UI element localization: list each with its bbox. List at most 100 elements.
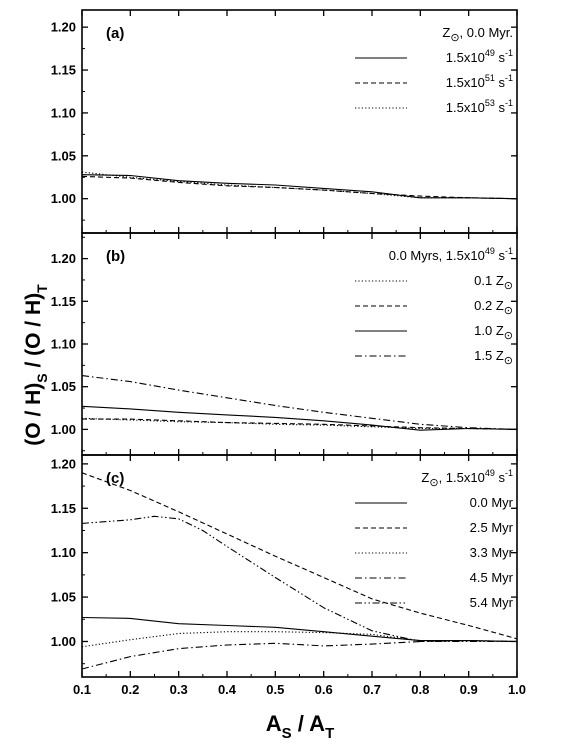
panel-label: (b): [106, 248, 125, 265]
panel-frame: [81, 454, 518, 678]
series-line-b-2: [82, 418, 518, 430]
legend-item-exponent: 53: [485, 98, 495, 108]
legend-item-label: 1.5 Z⊙: [474, 348, 513, 367]
legend-title-text: Z: [421, 470, 429, 485]
legend-title: Z⊙, 0.0 Myr.: [442, 25, 513, 44]
x-tick-label: 1.0: [508, 682, 526, 697]
legend-title-unit: s: [495, 248, 506, 263]
panel-a: 1.00 1.05 1.10 1.15 1.20 (a) Z⊙, 0.0 Myr. 1.5x1…: [51, 9, 518, 234]
legend-item-unit: s: [495, 75, 506, 90]
x-tick-label: 0.9: [460, 682, 478, 697]
legend-title-text-2: , 1.5x10: [439, 470, 485, 485]
legend-item-label: 2.5 Myr: [470, 520, 514, 535]
legend-item-label: 0.0 Myr: [470, 495, 514, 510]
legend-item-text: 2.5 Myr: [470, 520, 514, 535]
y-axis-title: (O / H)S / (O / H)T: [22, 284, 50, 446]
y-tick-label: 1.20: [51, 251, 76, 266]
x-tick-label: 0.2: [121, 682, 139, 697]
legend-item-label: 1.5x1051 s-1: [446, 73, 513, 90]
series-line-a-1: [81, 174, 518, 200]
legend-title-unit-exponent: -1: [505, 468, 513, 478]
legend-title-unit-exponent: -1: [505, 246, 513, 256]
legend-item-unit-exponent: -1: [505, 73, 513, 83]
legend-title-sun-symbol: ⊙: [450, 32, 459, 44]
y-tick-label: 1.15: [51, 63, 76, 78]
legend-item-text: 1.5 Z: [474, 348, 504, 363]
legend-title-unit: s: [495, 470, 506, 485]
legend-title-exponent: 49: [485, 468, 495, 478]
legend-item-exponent: 49: [485, 48, 495, 58]
x-tick-label: 0.1: [73, 682, 91, 697]
legend-item-text: 0.1 Z: [474, 273, 504, 288]
legend: Z⊙, 1.5x1049 s-1 0.0 Myr 2.5 Myr 3.3 Myr 4.5…: [355, 468, 514, 610]
legend-item-unit-exponent: -1: [505, 48, 513, 58]
legend-item-unit-exponent: -1: [505, 98, 513, 108]
legend-item-text: 1.5x10: [446, 50, 485, 65]
legend: 0.0 Myrs, 1.5x1049 s-10.1 Z⊙0.2 Z⊙1.0 Z⊙…: [355, 246, 513, 367]
legend-item-text: 1.5x10: [446, 100, 485, 115]
y-tick-label: 1.05: [51, 148, 76, 163]
legend-title-text: 0.0 Myrs, 1.5x10: [389, 248, 485, 263]
panel-c: 1.00 1.05 1.10 1.15 1.20 0.1 0.2 0.3 0.4 0.5 0.6 0.…: [51, 454, 526, 697]
series-line-b-3: [81, 405, 518, 431]
legend-item-sun-symbol: ⊙: [504, 305, 513, 317]
legend-item-label: 5.4 Myr: [470, 595, 514, 610]
legend-item-label: 1.5x1053 s-1: [446, 98, 513, 115]
y-tick-label: 1.05: [51, 379, 76, 394]
legend-item-label: 1.5x1049 s-1: [446, 48, 513, 65]
series-line-c-5: [81, 515, 517, 643]
legend-item-unit: s: [495, 50, 506, 65]
x-axis-title-mid: / A: [292, 711, 326, 736]
legend-item-text: 3.3 Myr: [470, 545, 514, 560]
series-line-a-2: [81, 175, 518, 200]
x-axis-title-sub-t: T: [325, 725, 334, 742]
legend-item-sun-symbol: ⊙: [504, 355, 513, 367]
series-line-a-3: [81, 171, 518, 200]
svg-text:(O / H)S / (O / H)T: (O / H)S / (O / H)T: [22, 284, 50, 446]
series-line-c-2: [81, 472, 518, 640]
legend-item-text: 1.5x10: [446, 75, 485, 90]
series-line-b-4: [81, 375, 518, 430]
legend-item-exponent: 51: [485, 73, 495, 83]
y-axis-title-sub-s: S: [34, 373, 50, 382]
y-axis-title-mid: / (O / H): [22, 293, 45, 374]
x-tick-label: 0.7: [363, 682, 381, 697]
y-tick-label: 1.10: [51, 105, 76, 120]
x-tick-label: 0.6: [315, 682, 333, 697]
y-tick-label: 1.15: [51, 501, 76, 516]
legend-item-unit: s: [495, 100, 506, 115]
legend-item-sun-symbol: ⊙: [504, 330, 513, 342]
panel-b: 1.00 1.05 1.10 1.15 1.20 (b) 0.0 Myrs, 1.5x104…: [51, 232, 518, 456]
y-tick-label: 1.05: [51, 590, 76, 605]
x-tick-label: 0.4: [218, 682, 237, 697]
legend-item-label: 0.1 Z⊙: [474, 273, 513, 292]
y-axis-title-sub-t: T: [34, 284, 50, 293]
legend-title: Z⊙, 1.5x1049 s-1: [421, 468, 513, 489]
y-tick-label: 1.10: [51, 545, 76, 560]
y-tick-label: 1.20: [51, 456, 76, 471]
legend-title-sun-symbol: ⊙: [429, 477, 438, 489]
y-tick-label: 1.00: [51, 422, 76, 437]
x-axis-title: AS / AT: [266, 711, 335, 742]
panel-label: (c): [106, 470, 124, 487]
x-axis-title-sub-s: S: [282, 725, 292, 742]
legend-item-text: 4.5 Myr: [470, 570, 514, 585]
x-tick-label: 0.8: [411, 682, 429, 697]
series-line-c-4: [81, 640, 518, 670]
panel-label: (a): [106, 25, 124, 42]
x-axis-title-main: A: [266, 711, 282, 736]
y-tick-label: 1.15: [51, 294, 76, 309]
y-tick-label: 1.20: [51, 20, 76, 35]
legend-item-label: 0.2 Z⊙: [474, 298, 513, 317]
y-axis-title-main: (O / H): [22, 383, 45, 446]
series-line-c-1: [81, 616, 518, 643]
legend-item-text: 5.4 Myr: [470, 595, 514, 610]
legend-title-exponent: 49: [485, 246, 495, 256]
x-tick-label: 0.3: [170, 682, 188, 697]
y-tick-label: 1.00: [51, 191, 76, 206]
legend-item-label: 3.3 Myr: [470, 545, 514, 560]
legend-item-sun-symbol: ⊙: [504, 280, 513, 292]
x-tick-label: 0.5: [266, 682, 284, 697]
legend-title: 0.0 Myrs, 1.5x1049 s-1: [389, 246, 513, 263]
legend-item-text: 0.0 Myr: [470, 495, 514, 510]
